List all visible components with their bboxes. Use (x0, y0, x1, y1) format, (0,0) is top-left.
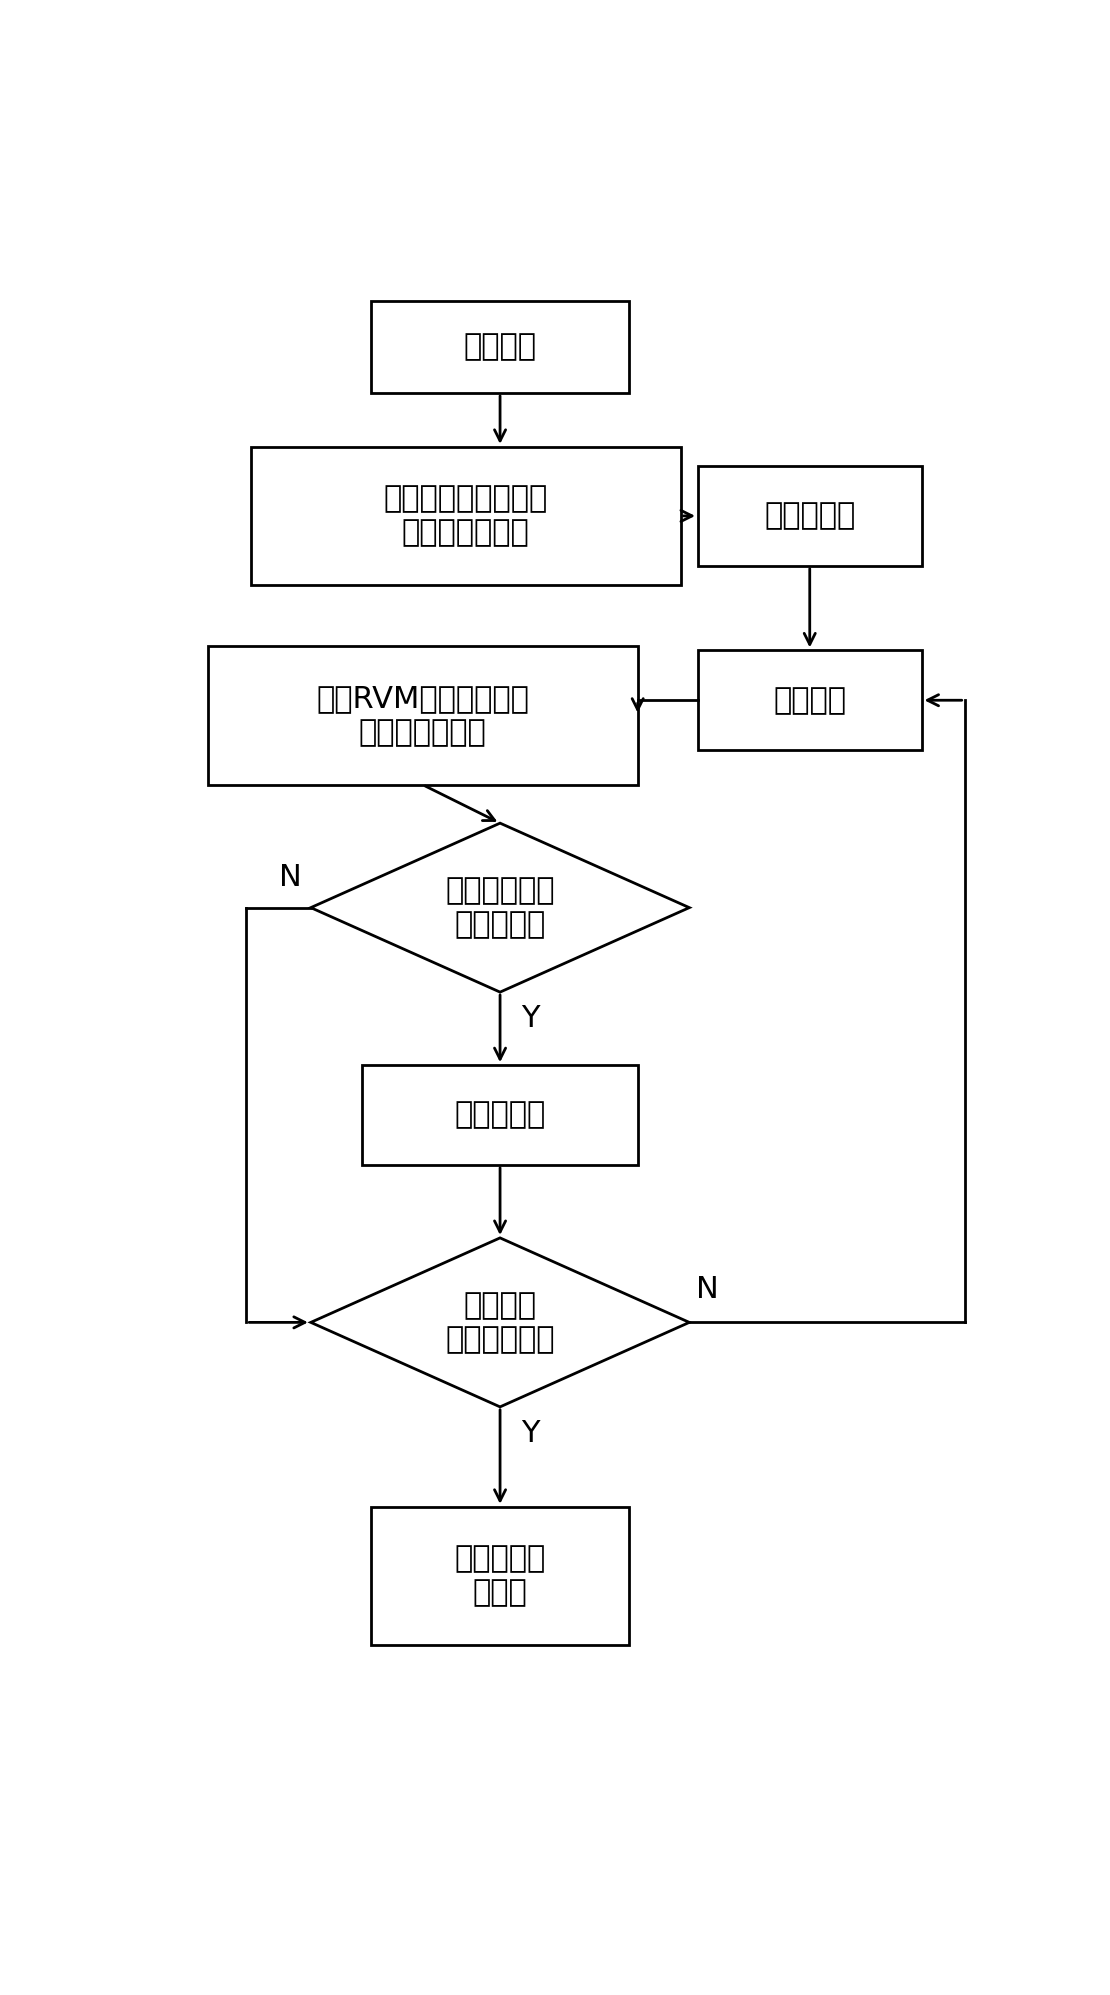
Polygon shape (311, 824, 689, 992)
Text: Y: Y (522, 1418, 541, 1448)
Text: 更新和声库: 更新和声库 (454, 1101, 546, 1129)
FancyBboxPatch shape (251, 447, 680, 585)
Polygon shape (311, 1237, 689, 1406)
FancyBboxPatch shape (371, 301, 629, 393)
FancyBboxPatch shape (698, 467, 921, 567)
Text: N: N (280, 864, 302, 892)
Text: Y: Y (522, 1003, 541, 1033)
Text: 初始化模型: 初始化模型 (764, 501, 856, 531)
Text: 和声搜索优化多分类
相关向量机模型: 和声搜索优化多分类 相关向量机模型 (384, 485, 547, 547)
FancyBboxPatch shape (362, 1065, 637, 1165)
Text: 是否满足
最大迭代次数: 是否满足 最大迭代次数 (445, 1291, 555, 1355)
FancyBboxPatch shape (698, 650, 921, 750)
FancyBboxPatch shape (371, 1506, 629, 1646)
Text: 产生新解: 产生新解 (774, 686, 846, 714)
FancyBboxPatch shape (208, 646, 637, 784)
Text: 调用RVM，计算新解对
应的分类准确度: 调用RVM，计算新解对 应的分类准确度 (316, 684, 529, 746)
Text: 新解是否优于
库中最差解: 新解是否优于 库中最差解 (445, 876, 555, 940)
Text: 权重散度: 权重散度 (464, 333, 536, 361)
Text: N: N (696, 1275, 719, 1305)
Text: 输出最终诊
断结果: 输出最终诊 断结果 (454, 1544, 546, 1608)
